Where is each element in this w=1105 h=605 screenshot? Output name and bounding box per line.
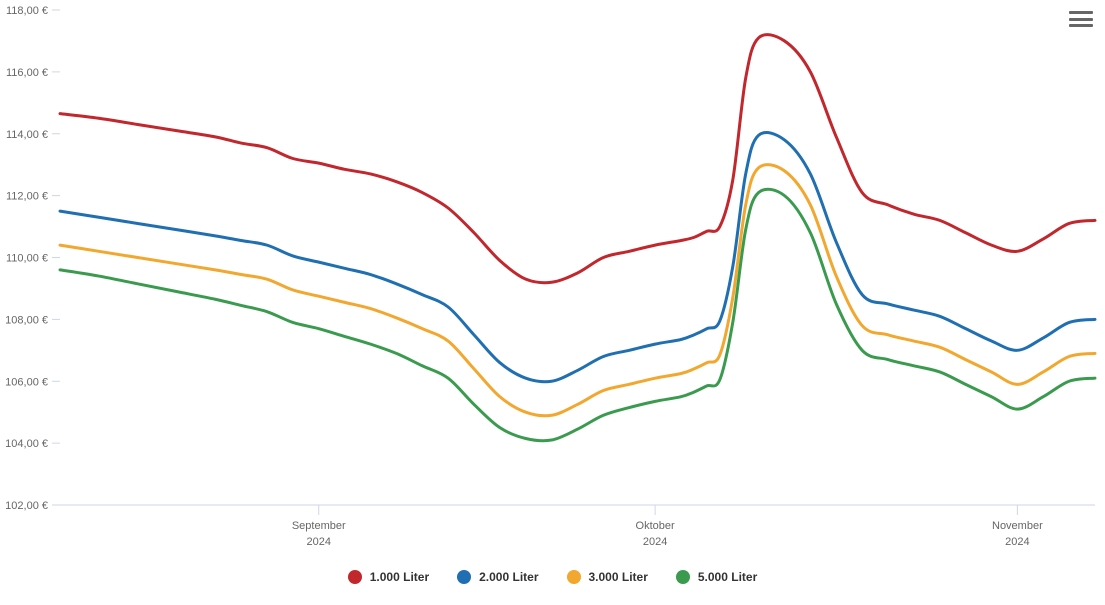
y-tick-label: 118,00 € [6, 5, 48, 17]
legend-swatch-icon [457, 570, 471, 584]
legend-label: 5.000 Liter [698, 570, 757, 584]
chart-container: 102,00 € 104,00 € 106,00 € 108,00 € 110,00 €… [0, 0, 1105, 602]
legend-item[interactable]: 3.000 Liter [567, 570, 648, 584]
x-tick-sublabel: 2024 [307, 536, 331, 548]
x-tick-label: November [992, 520, 1043, 532]
legend-swatch-icon [348, 570, 362, 584]
series-line[interactable] [60, 35, 1095, 283]
series-line[interactable] [60, 133, 1095, 382]
chart-legend: 1.000 Liter 2.000 Liter 3.000 Liter 5.000 L… [0, 570, 1105, 587]
legend-label: 1.000 Liter [370, 570, 429, 584]
line-chart: 102,00 € 104,00 € 106,00 € 108,00 € 110,00 €… [0, 0, 1105, 602]
x-tick-label: September [292, 520, 346, 532]
x-tick-label: Oktober [636, 520, 675, 532]
x-tick-sublabel: 2024 [643, 536, 667, 548]
legend-label: 3.000 Liter [589, 570, 648, 584]
y-tick-label: 106,00 € [5, 376, 48, 388]
y-tick-label: 102,00 € [5, 500, 48, 512]
y-tick-label: 114,00 € [6, 129, 48, 141]
chart-menu-button[interactable] [1069, 8, 1093, 30]
legend-item[interactable]: 2.000 Liter [457, 570, 538, 584]
series-line[interactable] [60, 165, 1095, 416]
legend-item[interactable]: 5.000 Liter [676, 570, 757, 584]
x-tick-sublabel: 2024 [1005, 536, 1029, 548]
y-tick-label: 110,00 € [6, 253, 48, 265]
legend-label: 2.000 Liter [479, 570, 538, 584]
legend-swatch-icon [676, 570, 690, 584]
hamburger-icon [1069, 11, 1093, 14]
legend-swatch-icon [567, 570, 581, 584]
y-tick-label: 116,00 € [6, 67, 48, 79]
y-tick-label: 104,00 € [5, 438, 48, 450]
y-tick-label: 108,00 € [5, 314, 48, 326]
y-tick-label: 112,00 € [6, 191, 48, 203]
legend-item[interactable]: 1.000 Liter [348, 570, 429, 584]
